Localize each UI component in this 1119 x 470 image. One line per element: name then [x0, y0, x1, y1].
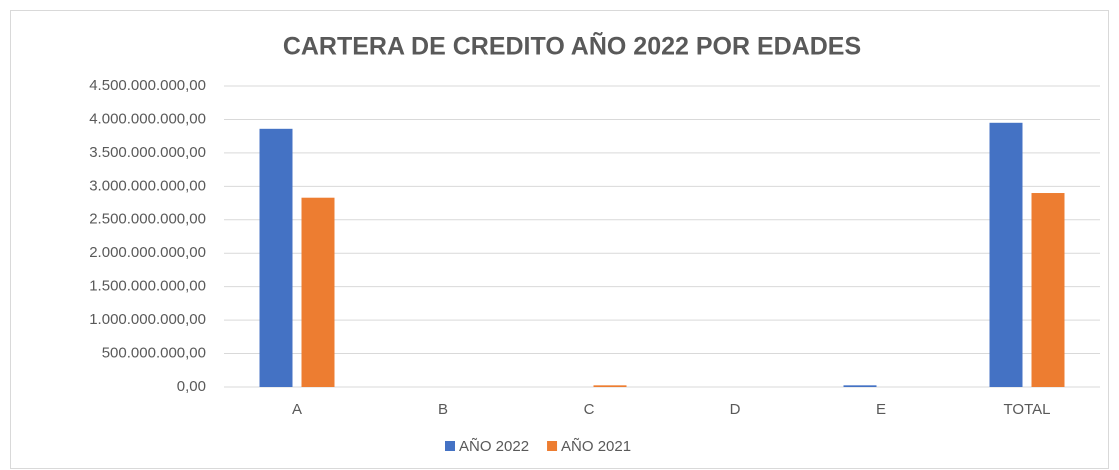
y-tick-label: 1.500.000.000,00 [89, 278, 206, 295]
legend-label: AÑO 2022 [459, 438, 529, 455]
x-tick-label: A [292, 401, 302, 418]
bar [301, 197, 335, 387]
x-tick-label: B [438, 401, 448, 418]
chart-frame [10, 10, 1109, 469]
y-tick-label: 500.000.000,00 [102, 345, 206, 362]
y-tick-label: 4.500.000.000,00 [89, 77, 206, 94]
x-tick-label: TOTAL [1004, 401, 1051, 418]
y-tick-label: 2.500.000.000,00 [89, 211, 206, 228]
bar [593, 385, 627, 387]
bar [1031, 193, 1065, 387]
x-tick-label: E [876, 401, 886, 418]
y-tick-label: 4.000.000.000,00 [89, 110, 206, 127]
y-tick-label: 2.000.000.000,00 [89, 244, 206, 261]
y-tick-label: 3.000.000.000,00 [89, 177, 206, 194]
x-tick-label: D [730, 401, 741, 418]
y-tick-label: 3.500.000.000,00 [89, 144, 206, 161]
bar [259, 128, 293, 387]
y-tick-label: 1.000.000.000,00 [89, 311, 206, 328]
legend-swatch [445, 441, 455, 451]
bar [989, 122, 1023, 388]
bar [843, 385, 877, 387]
legend-label: AÑO 2021 [561, 438, 631, 455]
chart-title: CARTERA DE CREDITO AÑO 2022 POR EDADES [283, 31, 861, 61]
y-tick-label: 0,00 [177, 378, 206, 395]
x-tick-label: C [584, 401, 595, 418]
legend-swatch [547, 441, 558, 451]
